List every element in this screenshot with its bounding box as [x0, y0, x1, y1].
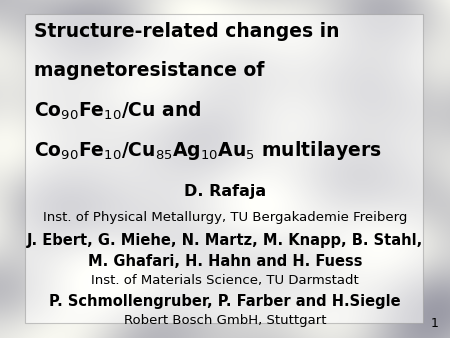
- Text: M. Ghafari, H. Hahn and H. Fuess: M. Ghafari, H. Hahn and H. Fuess: [88, 254, 362, 269]
- Text: Robert Bosch GmbH, Stuttgart: Robert Bosch GmbH, Stuttgart: [124, 314, 326, 327]
- FancyBboxPatch shape: [25, 14, 423, 323]
- Text: Inst. of Physical Metallurgy, TU Bergakademie Freiberg: Inst. of Physical Metallurgy, TU Bergaka…: [43, 211, 407, 224]
- Text: P. Schmollengruber, P. Farber and H.Siegle: P. Schmollengruber, P. Farber and H.Sieg…: [49, 294, 401, 309]
- Text: 1: 1: [431, 317, 439, 330]
- Text: magnetoresistance of: magnetoresistance of: [34, 61, 264, 80]
- Text: Structure-related changes in: Structure-related changes in: [34, 22, 339, 41]
- Text: Inst. of Materials Science, TU Darmstadt: Inst. of Materials Science, TU Darmstadt: [91, 274, 359, 287]
- Text: J. Ebert, G. Miehe, N. Martz, M. Knapp, B. Stahl,: J. Ebert, G. Miehe, N. Martz, M. Knapp, …: [27, 233, 423, 248]
- Text: D. Rafaja: D. Rafaja: [184, 184, 266, 199]
- Text: Co$_{90}$Fe$_{10}$/Cu and: Co$_{90}$Fe$_{10}$/Cu and: [34, 100, 201, 122]
- Text: Co$_{90}$Fe$_{10}$/Cu$_{85}$Ag$_{10}$Au$_{5}$ multilayers: Co$_{90}$Fe$_{10}$/Cu$_{85}$Ag$_{10}$Au$…: [34, 139, 381, 162]
